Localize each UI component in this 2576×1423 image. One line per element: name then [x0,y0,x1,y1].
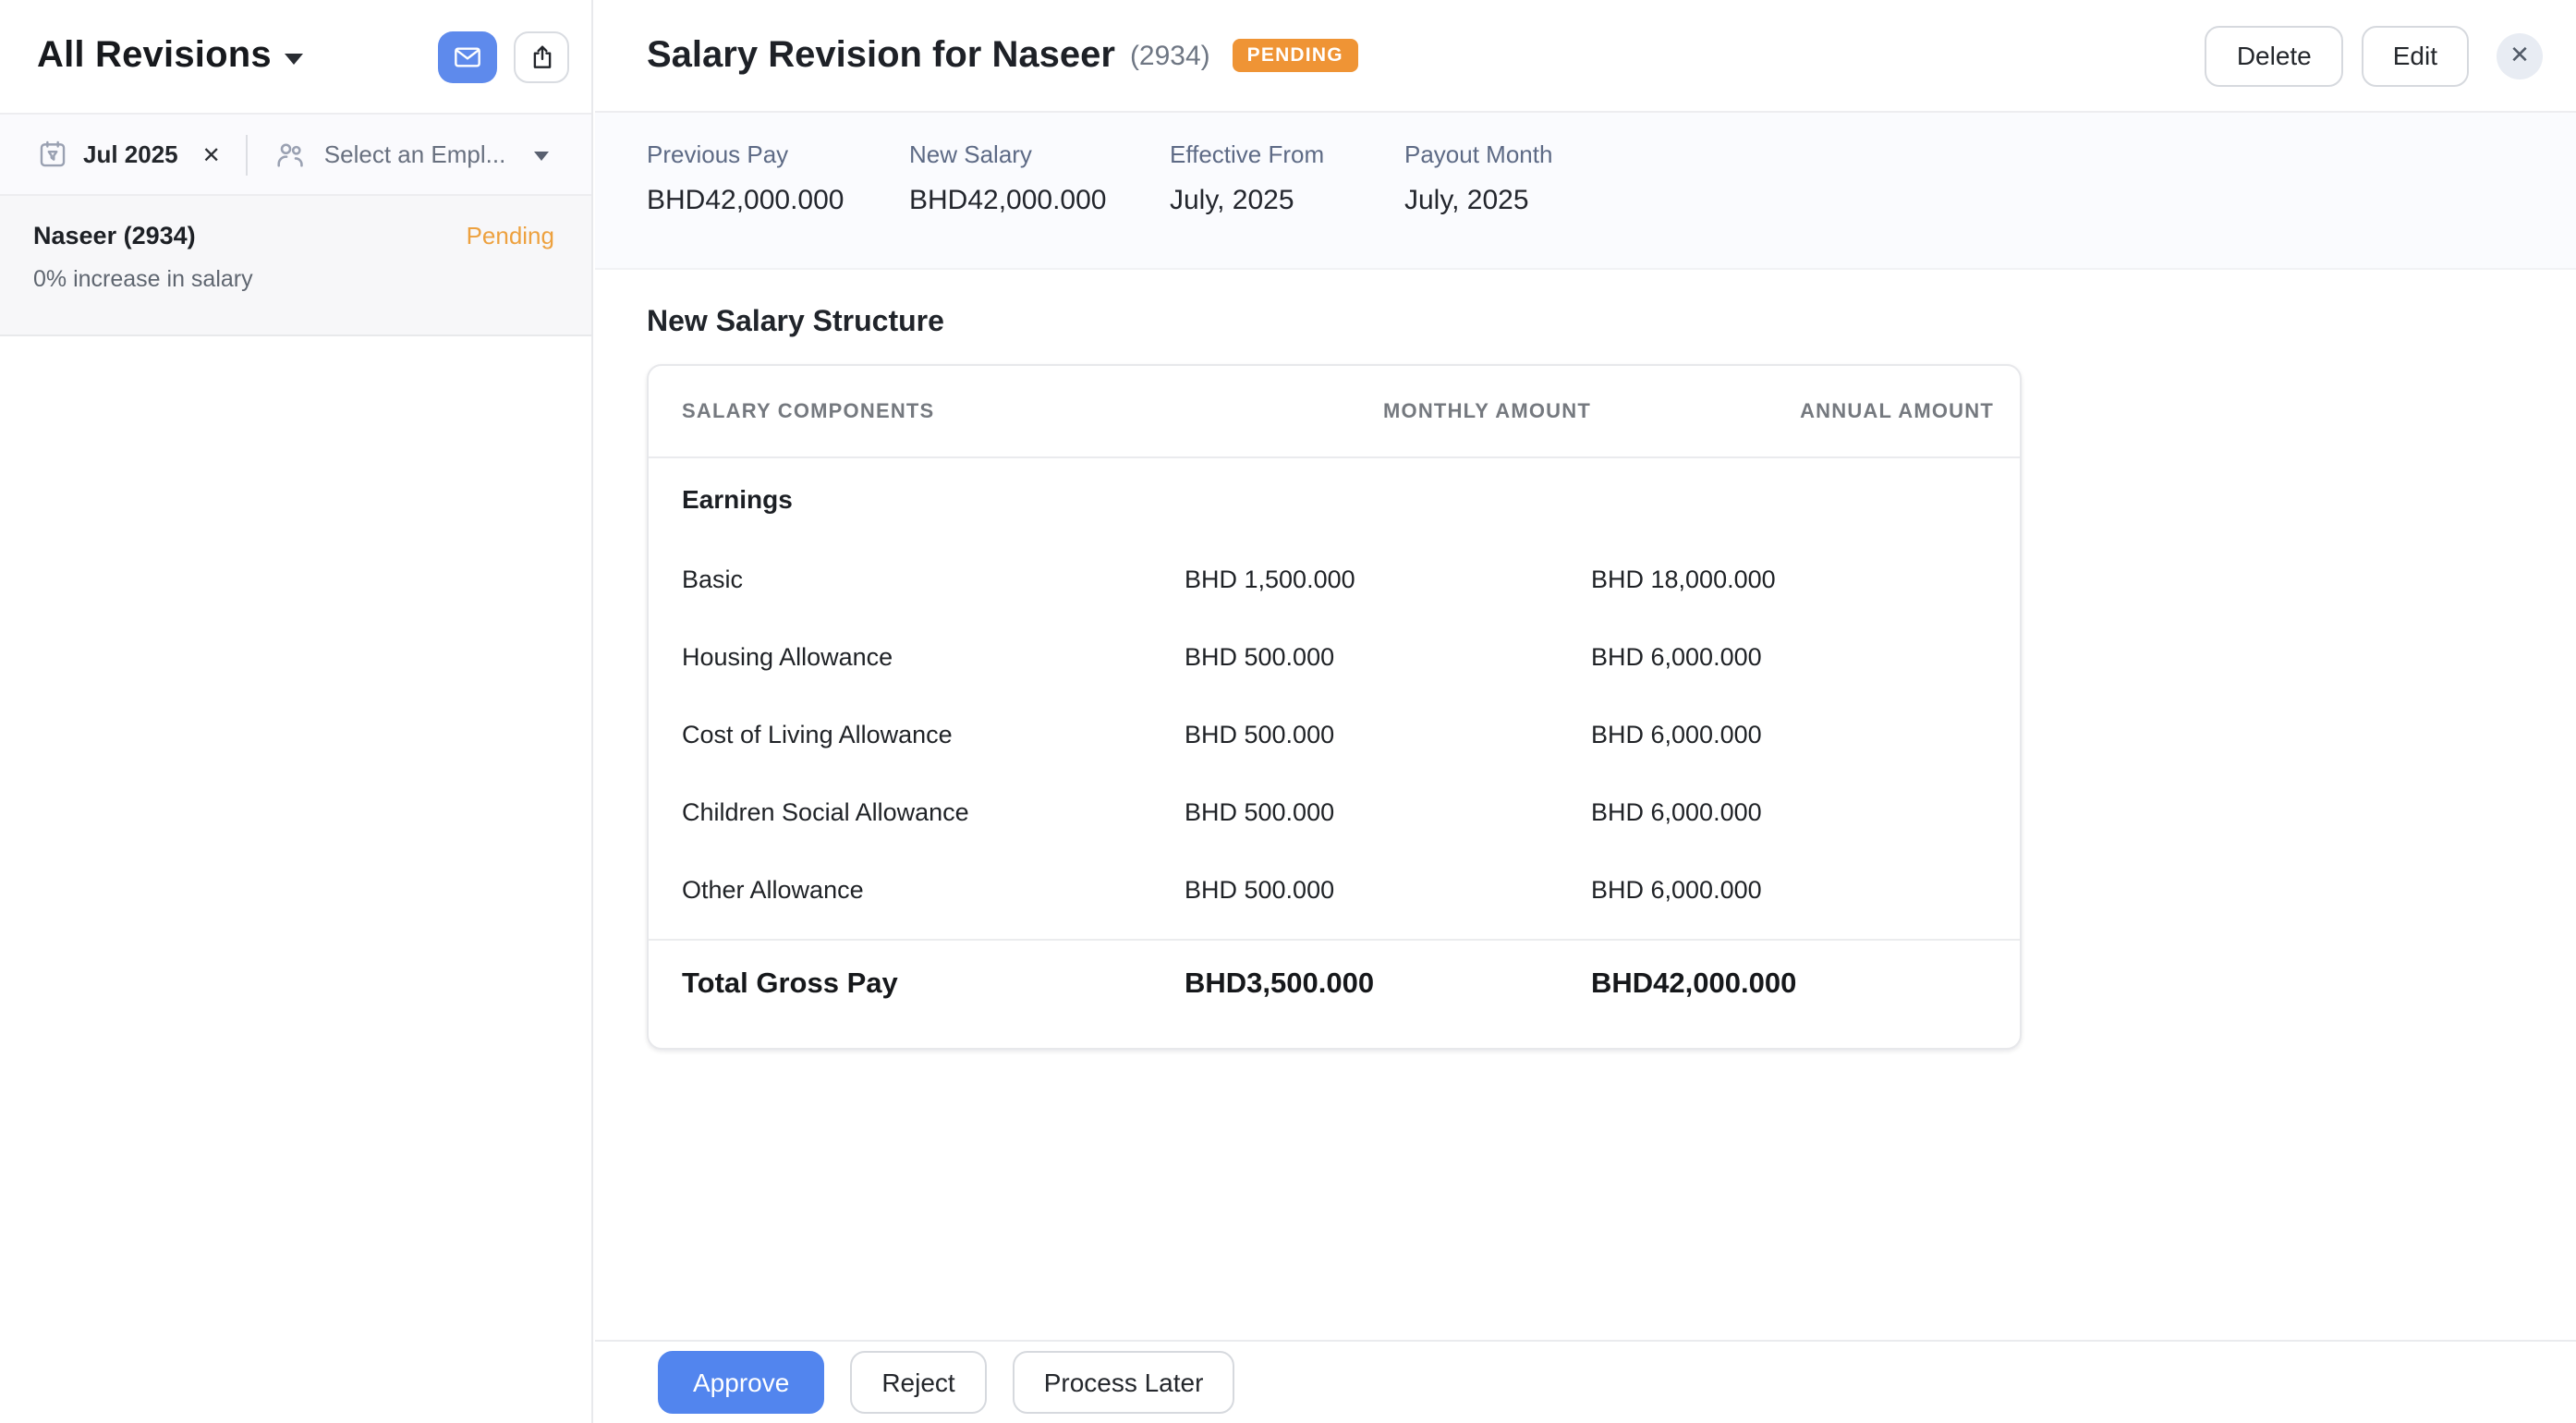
header-actions: Delete Edit ✕ [2205,25,2543,86]
main-panel: Salary Revision for Naseer (2934) PENDIN… [595,0,2576,1423]
people-icon [274,138,308,171]
total-divider [649,939,2020,941]
summary-value: BHD42,000.000 [647,185,844,216]
period-filter[interactable]: Jul 2025 [37,139,178,170]
employee-filter-placeholder: Select an Empl... [323,140,506,168]
total-label: Total Gross Pay [682,968,898,1000]
revision-item-row: Naseer (2934) Pending [33,222,554,249]
summary-effective-from: Effective From July, 2025 [1170,140,1404,268]
summary-band: Previous Pay BHD42,000.000 New Salary BH… [595,113,2576,270]
component-name: Other Allowance [682,875,864,903]
close-button[interactable]: ✕ [2497,32,2543,79]
annual-amount: BHD 6,000.000 [1591,720,1762,748]
summary-previous-pay: Previous Pay BHD42,000.000 [647,140,909,268]
revision-list-item[interactable]: Naseer (2934) Pending 0% increase in sal… [0,196,591,336]
filter-bar: Jul 2025 ✕ Select an Empl... [0,113,591,196]
sidebar-actions [438,30,569,82]
table-row: Housing Allowance BHD 500.000 BHD 6,000.… [649,617,2020,695]
revision-status-label: Pending [466,222,554,249]
calendar-filter-icon [37,139,68,170]
column-header: MONTHLY AMOUNT [1383,400,1591,422]
summary-value: July, 2025 [1170,185,1294,216]
mail-icon [453,42,482,71]
component-name: Housing Allowance [682,642,893,670]
monthly-amount: BHD 500.000 [1185,642,1335,670]
summary-value: July, 2025 [1404,185,1529,216]
monthly-amount: BHD 500.000 [1185,797,1335,825]
total-row: Total Gross Pay BHD3,500.000 BHD42,000.0… [649,941,2020,1029]
employee-filter-select[interactable]: Select an Empl... [274,138,549,171]
salary-structure-card: SALARY COMPONENTS MONTHLY AMOUNT ANNUAL … [647,364,2022,1050]
annual-amount: BHD 6,000.000 [1591,875,1762,903]
export-button[interactable] [514,30,569,82]
component-name: Cost of Living Allowance [682,720,953,748]
monthly-amount: BHD 500.000 [1185,875,1335,903]
edit-button[interactable]: Edit [2361,25,2469,86]
period-filter-label: Jul 2025 [83,140,178,168]
annual-amount: BHD 6,000.000 [1591,797,1762,825]
total-annual-amount: BHD42,000.000 [1591,968,1797,1000]
employee-id: (2934) [1129,40,1210,71]
summary-label: Effective From [1170,140,1325,168]
table-header-row: SALARY COMPONENTS MONTHLY AMOUNT ANNUAL … [649,366,2020,458]
total-monthly-amount: BHD3,500.000 [1185,968,1375,1000]
revision-item-subtitle: 0% increase in salary [33,266,253,292]
close-icon: ✕ [2509,41,2530,68]
sidebar-title: All Revisions [37,35,272,76]
summary-label: Previous Pay [647,140,789,168]
chevron-down-icon [284,54,303,65]
column-header: ANNUAL AMOUNT [1800,400,1994,422]
sidebar-header: All Revisions [0,0,591,113]
section-heading: New Salary Structure [647,307,944,338]
summary-new-salary: New Salary BHD42,000.000 [909,140,1170,268]
summary-label: Payout Month [1404,140,1553,168]
process-later-button[interactable]: Process Later [1012,1351,1235,1414]
filter-divider [246,134,249,175]
page-title: Salary Revision for Naseer [647,34,1115,75]
column-header: SALARY COMPONENTS [682,400,935,422]
clear-period-filter-button[interactable]: ✕ [201,141,221,167]
summary-payout-month: Payout Month July, 2025 [1404,140,1552,268]
summary-value: BHD42,000.000 [909,185,1107,216]
detail-content: New Salary Structure SALARY COMPONENTS M… [595,270,2576,1050]
detail-header: Salary Revision for Naseer (2934) PENDIN… [595,0,2576,113]
chevron-down-icon [533,152,549,161]
summary-label: New Salary [909,140,1032,168]
revision-employee-name: Naseer (2934) [33,222,196,249]
table-row: Other Allowance BHD 500.000 BHD 6,000.00… [649,850,2020,928]
component-name: Basic [682,565,744,592]
status-badge: PENDING [1232,38,1358,73]
sidebar: All Revisions [0,0,593,1423]
reject-button[interactable]: Reject [850,1351,987,1414]
table-row: Children Social Allowance BHD 500.000 BH… [649,772,2020,850]
delete-button[interactable]: Delete [2205,25,2343,86]
component-name: Children Social Allowance [682,797,969,825]
approve-button[interactable]: Approve [658,1351,825,1414]
export-share-icon [528,42,555,71]
annual-amount: BHD 18,000.000 [1591,565,1776,592]
annual-amount: BHD 6,000.000 [1591,642,1762,670]
all-revisions-dropdown[interactable]: All Revisions [37,35,303,78]
action-footer: Approve Reject Process Later [595,1340,2576,1423]
table-group-label: Earnings [682,484,793,514]
table-row: Cost of Living Allowance BHD 500.000 BHD… [649,695,2020,772]
monthly-amount: BHD 1,500.000 [1185,565,1355,592]
email-button[interactable] [438,30,497,82]
monthly-amount: BHD 500.000 [1185,720,1335,748]
table-row: Basic BHD 1,500.000 BHD 18,000.000 [649,540,2020,617]
